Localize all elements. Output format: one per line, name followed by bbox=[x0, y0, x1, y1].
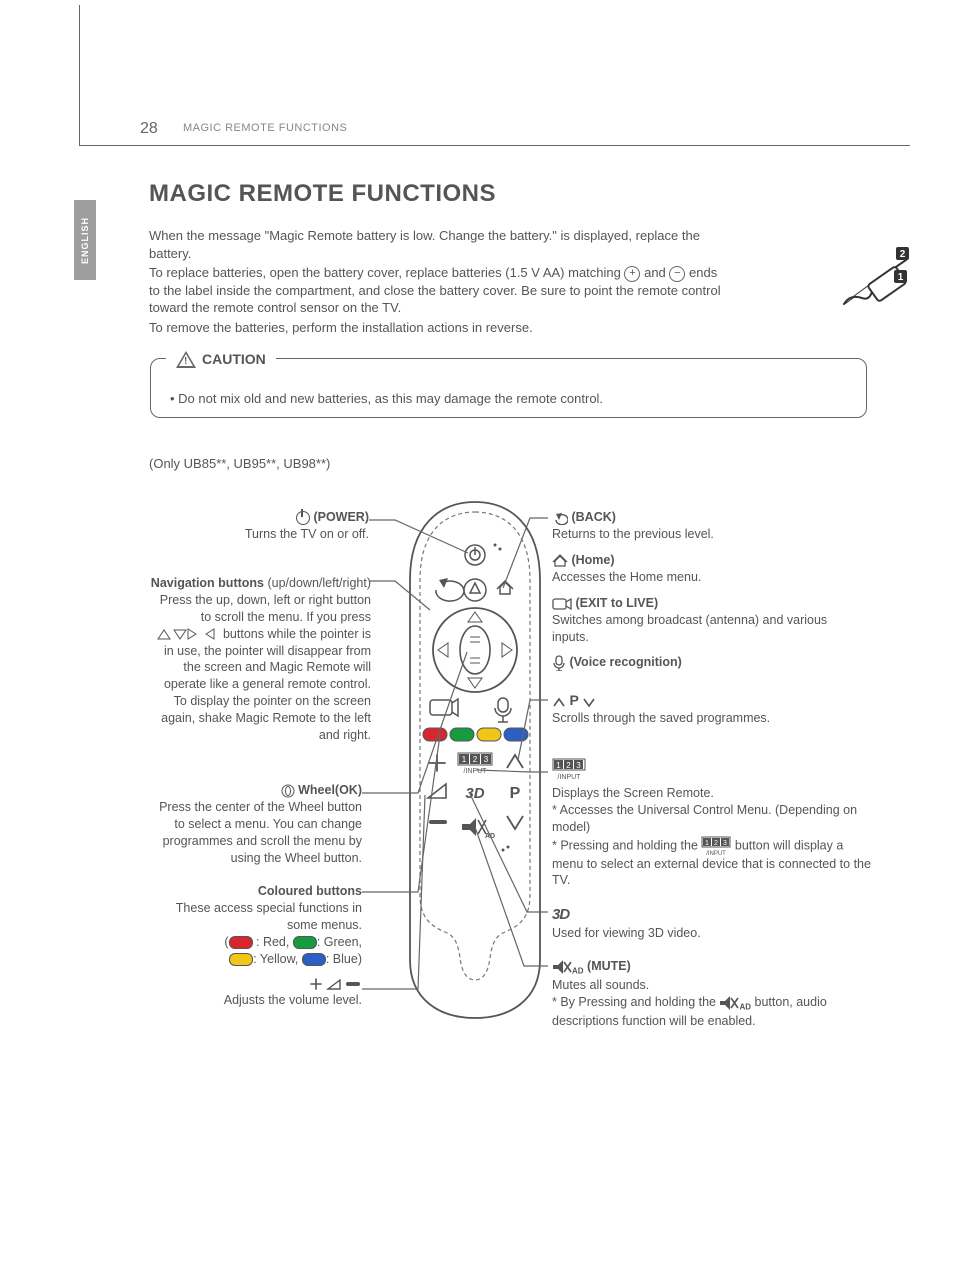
svg-text:P: P bbox=[510, 785, 521, 802]
exit-live-icon bbox=[552, 597, 572, 611]
three-d-icon: 3D bbox=[552, 906, 569, 923]
volume-icons bbox=[310, 977, 362, 991]
nav-arrows-icon bbox=[150, 628, 220, 640]
input-icon-inline: 123 /INPUT bbox=[701, 836, 731, 856]
svg-text:1: 1 bbox=[462, 755, 467, 764]
wheel-icon bbox=[281, 784, 295, 798]
svg-text:3: 3 bbox=[484, 755, 489, 764]
mute-icon bbox=[552, 959, 572, 975]
intro-p1: When the message "Magic Remote battery i… bbox=[149, 227, 729, 262]
blue-pill-icon bbox=[302, 953, 326, 966]
callout-mute: AD (MUTE) Mutes all sounds. * By Pressin… bbox=[552, 958, 872, 1030]
battery-figure: 2 1 bbox=[836, 242, 916, 322]
callout-wheel: Wheel(OK) Press the center of the Wheel … bbox=[149, 782, 362, 866]
intro-text: When the message "Magic Remote battery i… bbox=[149, 227, 729, 338]
header-section-label: MAGIC REMOTE FUNCTIONS bbox=[183, 121, 347, 136]
caution-text: • Do not mix old and new batteries, as t… bbox=[170, 390, 603, 408]
caution-label: CAUTION bbox=[202, 350, 266, 369]
page-title: MAGIC REMOTE FUNCTIONS bbox=[149, 178, 496, 210]
callout-input: 1 2 3 /INPUT Displays the Screen Remote.… bbox=[552, 758, 872, 889]
callout-coloured: Coloured buttons These access special fu… bbox=[149, 883, 362, 967]
svg-text:3D: 3D bbox=[465, 785, 484, 802]
svg-text:3: 3 bbox=[576, 761, 581, 770]
callout-exit: (EXIT to LIVE) Switches among broadcast … bbox=[552, 595, 852, 646]
back-icon bbox=[552, 511, 568, 525]
mic-icon bbox=[552, 655, 566, 671]
callout-volume: Adjusts the volume level. bbox=[149, 975, 362, 1009]
callout-home: (Home) Accesses the Home menu. bbox=[552, 552, 852, 586]
manual-page: 28 MAGIC REMOTE FUNCTIONS ENGLISH MAGIC … bbox=[0, 0, 954, 1286]
mute-icon-inline bbox=[719, 995, 739, 1011]
callout-voice: (Voice recognition) bbox=[552, 654, 852, 671]
svg-text:/INPUT: /INPUT bbox=[558, 774, 582, 780]
callout-navigation: Navigation buttons (up/down/left/right) … bbox=[149, 575, 371, 744]
home-icon bbox=[552, 554, 568, 568]
models-note: (Only UB85**, UB95**, UB98**) bbox=[149, 455, 330, 473]
callout-back: (BACK) Returns to the previous level. bbox=[552, 509, 852, 543]
svg-text:1: 1 bbox=[705, 840, 709, 847]
svg-text:2: 2 bbox=[714, 840, 718, 847]
svg-text:/INPUT: /INPUT bbox=[464, 768, 488, 775]
yellow-pill-icon bbox=[229, 953, 253, 966]
svg-text:2: 2 bbox=[900, 249, 906, 260]
green-pill-icon bbox=[293, 936, 317, 949]
svg-text:/INPUT: /INPUT bbox=[707, 851, 727, 856]
svg-text:1: 1 bbox=[556, 761, 561, 770]
chevron-up-icon bbox=[552, 696, 566, 708]
intro-p3: To remove the batteries, perform the ins… bbox=[149, 319, 729, 337]
page-number: 28 bbox=[140, 118, 158, 140]
svg-text:2: 2 bbox=[473, 755, 478, 764]
intro-p2: To replace batteries, open the battery c… bbox=[149, 264, 729, 317]
caution-legend: ! CAUTION bbox=[166, 350, 276, 369]
power-icon bbox=[296, 511, 310, 525]
chevron-down-icon bbox=[582, 696, 596, 708]
svg-text:3: 3 bbox=[723, 840, 727, 847]
input-icon: 1 2 3 /INPUT bbox=[552, 758, 872, 785]
remote-illustration: 1 2 3 /INPUT 3D P AD bbox=[400, 500, 550, 1020]
callout-3d: 3D Used for viewing 3D video. bbox=[552, 905, 852, 942]
callout-p: P Scrolls through the saved programmes. bbox=[552, 691, 852, 727]
svg-text:AD: AD bbox=[485, 833, 495, 840]
plus-icon: + bbox=[624, 266, 640, 282]
language-tab: ENGLISH bbox=[74, 200, 96, 280]
red-pill-icon bbox=[229, 936, 253, 949]
minus-icon: − bbox=[669, 266, 685, 282]
svg-text:2: 2 bbox=[566, 761, 571, 770]
svg-text:1: 1 bbox=[898, 272, 904, 283]
warning-icon: ! bbox=[176, 351, 196, 368]
callout-power: (POWER) Turns the TV on or off. bbox=[149, 509, 369, 543]
